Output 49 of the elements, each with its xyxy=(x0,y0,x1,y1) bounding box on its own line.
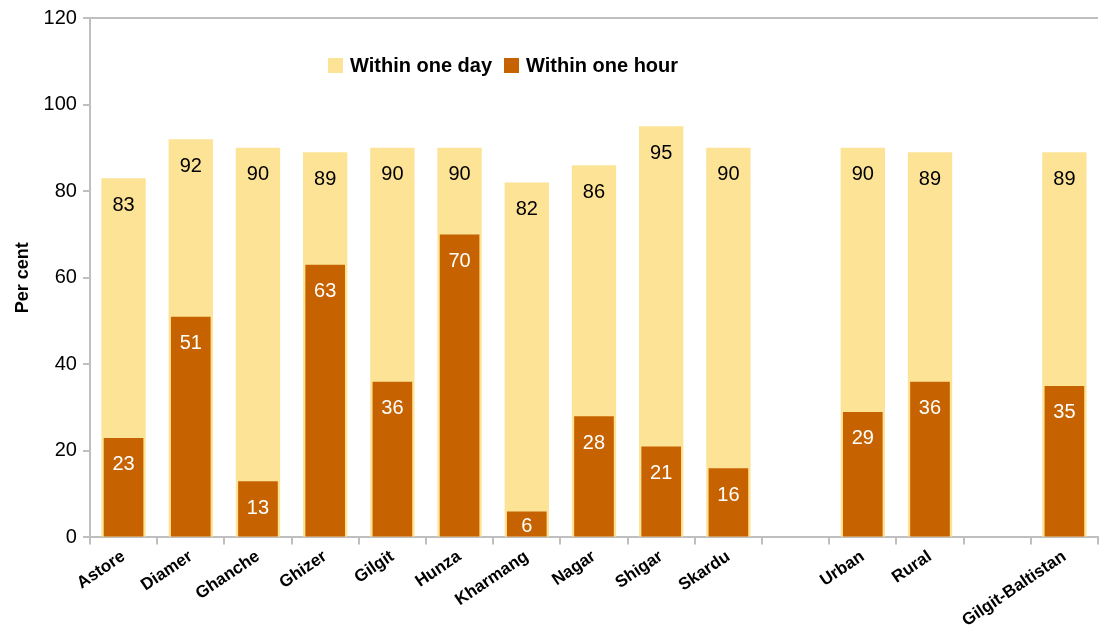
bar xyxy=(910,381,950,537)
data-label: 89 xyxy=(1053,166,1076,189)
y-tick-label: 0 xyxy=(65,525,77,547)
data-label: 23 xyxy=(112,452,135,475)
y-axis-title: Per cent xyxy=(11,242,32,314)
data-label: 35 xyxy=(1053,400,1076,423)
data-label: 95 xyxy=(650,140,673,163)
y-tick-label: 80 xyxy=(54,178,77,201)
data-label: 82 xyxy=(515,197,538,220)
data-label: 6 xyxy=(521,514,533,536)
data-label: 63 xyxy=(314,279,337,302)
bar xyxy=(641,446,682,537)
data-label: 89 xyxy=(918,166,942,189)
bar xyxy=(103,437,144,537)
data-label: 86 xyxy=(582,179,606,202)
data-label: 13 xyxy=(246,495,270,518)
legend-label: Within one day xyxy=(350,54,493,77)
y-tick-label: 60 xyxy=(54,265,77,288)
data-label: 51 xyxy=(179,331,202,354)
y-tick-label: 100 xyxy=(43,92,77,115)
bar xyxy=(842,411,883,537)
data-label: 90 xyxy=(448,162,471,185)
bar xyxy=(574,416,614,537)
data-label: 90 xyxy=(717,162,740,185)
data-label: 21 xyxy=(650,461,673,484)
data-label: 92 xyxy=(179,153,202,176)
data-label: 36 xyxy=(918,396,942,419)
bar xyxy=(170,316,211,537)
bar xyxy=(504,182,549,537)
data-label: 29 xyxy=(851,426,874,449)
legend-label: Within one hour xyxy=(526,54,679,77)
data-label: 90 xyxy=(851,162,874,185)
bar xyxy=(305,264,345,537)
y-tick-label: 40 xyxy=(54,351,77,374)
data-label: 36 xyxy=(381,396,404,419)
bar xyxy=(1044,385,1085,537)
data-label: 70 xyxy=(448,248,471,271)
y-tick-label: 20 xyxy=(54,438,77,461)
data-label: 83 xyxy=(112,192,135,215)
y-tick-label: 120 xyxy=(43,5,77,28)
bar xyxy=(238,481,278,537)
data-label: 89 xyxy=(314,166,337,189)
data-label: 90 xyxy=(246,162,270,185)
bar xyxy=(439,234,480,537)
bar xyxy=(372,381,413,537)
data-label: 16 xyxy=(717,482,740,505)
data-label: 28 xyxy=(582,430,606,453)
data-label: 90 xyxy=(381,162,404,185)
bar xyxy=(708,468,749,537)
